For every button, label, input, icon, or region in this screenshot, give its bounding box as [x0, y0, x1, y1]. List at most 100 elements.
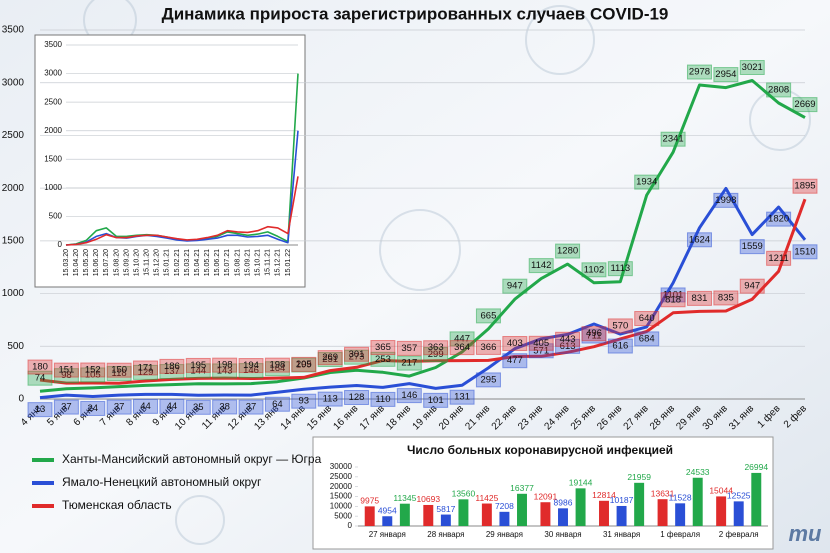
data-label: 1624 [689, 234, 710, 245]
data-label: 150 [111, 365, 127, 376]
bar [540, 502, 551, 526]
data-label-box [80, 362, 106, 378]
data-label: 118 [112, 368, 127, 379]
y-tick-label: 1000 [44, 183, 62, 192]
data-label: 2954 [715, 69, 736, 80]
data-label-box [713, 192, 739, 208]
data-label: 357 [401, 343, 417, 354]
y-tick-label: 20000 [330, 482, 353, 491]
data-label: 12525 [727, 491, 751, 501]
data-label: 365 [375, 342, 391, 353]
data-label: 113 [323, 394, 338, 405]
data-label-box [792, 97, 818, 113]
x-tick-label: 15.01.22 [285, 249, 292, 276]
bar [634, 482, 645, 526]
data-label: 38 [219, 402, 230, 413]
data-label-box [449, 389, 475, 405]
data-label: 24533 [686, 467, 710, 477]
y-tick-label: 30000 [330, 462, 353, 471]
data-label-box [449, 340, 475, 356]
data-label: 251 [322, 354, 338, 365]
data-label: 131 [454, 392, 470, 403]
data-label: 35 [193, 402, 204, 413]
data-label: 44 [167, 401, 178, 412]
data-label: 403 [507, 338, 523, 349]
data-label: 26994 [744, 462, 768, 472]
data-label: 477 [507, 355, 523, 366]
data-label: 24 [87, 403, 98, 414]
data-label-box [686, 64, 712, 80]
data-label: 5817 [436, 504, 455, 514]
data-label: 129 [138, 367, 154, 378]
data-label-box [766, 82, 792, 98]
data-label-box [634, 174, 660, 190]
data-label-box [528, 335, 554, 351]
y-tick-label: 1000 [2, 288, 25, 299]
data-label-box [159, 398, 185, 414]
data-label: 273 [349, 352, 365, 363]
data-label: 11425 [475, 493, 498, 503]
y-tick-label: 2500 [44, 97, 62, 106]
data-label-box [185, 399, 211, 415]
data-label-box [396, 355, 422, 371]
x-tick-label: 15.11.20 [144, 249, 151, 276]
data-label: 665 [481, 310, 497, 321]
data-label-box [502, 278, 528, 294]
data-label: 818 [665, 294, 681, 305]
x-tick-label: 15.08.20 [113, 249, 120, 276]
data-label-box [792, 178, 818, 194]
bar [733, 501, 744, 526]
bar [751, 472, 762, 526]
data-label: 12091 [534, 491, 558, 501]
series-line [39, 198, 807, 385]
x-tick-label: 15.04.20 [73, 249, 80, 276]
data-label: 2669 [794, 99, 815, 110]
data-label-box [370, 391, 396, 407]
data-label: 496 [586, 328, 602, 339]
data-label: 1934 [636, 177, 657, 188]
y-tick-label: 15000 [330, 492, 353, 501]
bar [716, 496, 727, 526]
data-label-box [686, 232, 712, 248]
data-label: 2341 [663, 134, 684, 145]
data-label: 143 [217, 365, 233, 376]
legend-label: Тюменская область [62, 498, 172, 512]
bar [499, 511, 510, 526]
data-label: 37 [114, 402, 125, 413]
data-label: 146 [401, 390, 417, 401]
data-label-box [607, 338, 633, 354]
data-label-box [185, 357, 211, 373]
x-tick-label: 15.09.21 [244, 249, 251, 276]
data-label: 10187 [610, 495, 634, 505]
data-label-box [555, 243, 581, 259]
data-label: 64 [272, 399, 283, 410]
series-line [65, 176, 299, 246]
y-tick-label: 0 [348, 521, 353, 530]
data-label: 93 [299, 396, 310, 407]
y-tick-label: 0 [18, 394, 24, 405]
data-label: 253 [375, 354, 391, 365]
data-label-box [475, 308, 501, 324]
data-label: 831 [692, 293, 708, 304]
data-label-box [423, 340, 449, 356]
data-label: 16377 [510, 483, 534, 493]
data-label-box [370, 351, 396, 367]
series-line [65, 130, 299, 246]
data-label-box [133, 398, 159, 414]
x-tick-label: 15.12.20 [154, 249, 161, 276]
data-label-box [581, 262, 607, 278]
data-label: 13560 [452, 489, 476, 499]
x-tick-label: 15.07.21 [224, 249, 231, 276]
data-label-box [291, 393, 317, 409]
data-label-box [370, 340, 396, 356]
data-label-box [27, 402, 53, 418]
data-label-box [475, 372, 501, 388]
data-label: 105 [85, 369, 101, 380]
data-label: 44 [140, 401, 151, 412]
x-tick-label: 15.09.20 [123, 249, 130, 276]
data-label: 1820 [768, 214, 789, 225]
data-label: 13 [35, 404, 46, 415]
data-label-box [713, 290, 739, 306]
data-label-box [238, 358, 264, 374]
